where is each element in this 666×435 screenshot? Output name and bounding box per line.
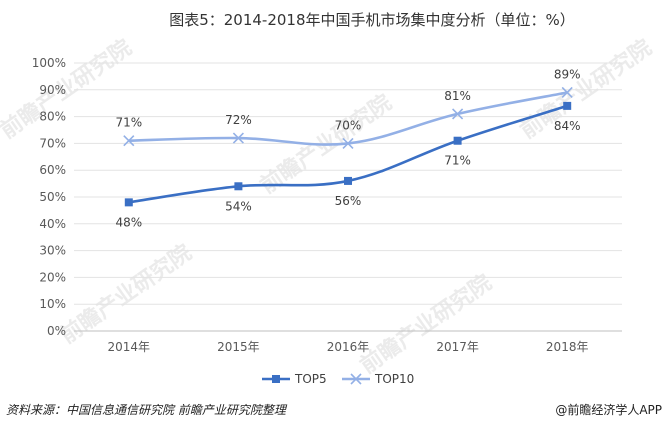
y-tick-label: 20% [39,270,66,284]
series-top5: 48% 54% 56% 71% 84% [115,101,581,229]
x-tick-label: 2015年 [217,340,260,354]
x-tick-label: 2017年 [436,340,479,354]
data-point [124,198,133,207]
chart-title: 图表5：2014-2018年中国手机市场集中度分析（单位：%） [169,11,575,29]
legend-label: TOP5 [294,372,327,386]
y-tick-label: 30% [39,244,66,258]
data-label: 71% [444,154,471,168]
credit-text: @前瞻经济学人APP [555,402,662,417]
legend: TOP5 TOP10 [262,372,414,386]
y-tick-label: 60% [39,163,66,177]
data-label: 84% [554,119,581,133]
y-tick-label: 50% [39,190,66,204]
y-tick-label: 90% [39,83,66,97]
data-label: 70% [335,118,362,132]
y-tick-label: 40% [39,217,66,231]
data-label: 71% [115,116,142,130]
data-point [561,86,573,99]
data-point [563,101,572,110]
data-point [453,136,462,145]
watermark-text: 前瞻产业研究院 [55,239,196,349]
data-label: 56% [335,194,362,208]
y-tick-label: 70% [39,136,66,150]
source-note: 资料来源：中国信息通信研究院 前瞻产业研究院整理 [6,403,288,417]
y-tick-label: 100% [32,56,66,70]
y-axis: 0% 10% 20% 30% 40% 50% 60% 70% 80% 90% 100% [32,56,66,338]
y-tick-label: 10% [39,297,66,311]
legend-item-top5: TOP5 [262,372,327,386]
series-top10: 71% 72% 70% 81% 89% [115,67,581,149]
data-label: 81% [444,89,471,103]
data-point [234,182,243,191]
y-tick-label: 0% [47,324,66,338]
legend-label: TOP10 [374,372,414,386]
legend-marker [350,373,362,385]
x-tick-label: 2016年 [327,340,370,354]
watermark-text: 前瞻产业研究院 [355,269,496,379]
y-tick-label: 80% [39,110,66,124]
data-point [342,137,354,149]
legend-item-top10: TOP10 [342,372,414,386]
series-layer: 71% 72% 70% 81% 89% 48% 54% 56% 71% 84% [115,67,580,229]
watermark-text: 前瞻产业研究院 [515,34,656,144]
legend-marker [272,375,280,383]
data-label: 89% [554,67,581,81]
data-label: 54% [225,199,252,213]
data-label: 72% [225,113,252,127]
data-point [232,132,244,144]
x-tick-label: 2018年 [546,340,589,354]
x-tick-label: 2014年 [108,340,151,354]
data-label: 48% [115,215,142,229]
data-point [452,108,464,120]
data-point [123,135,135,147]
data-point [344,176,352,185]
x-axis: 2014年 2015年 2016年 2017年 2018年 [108,340,589,354]
